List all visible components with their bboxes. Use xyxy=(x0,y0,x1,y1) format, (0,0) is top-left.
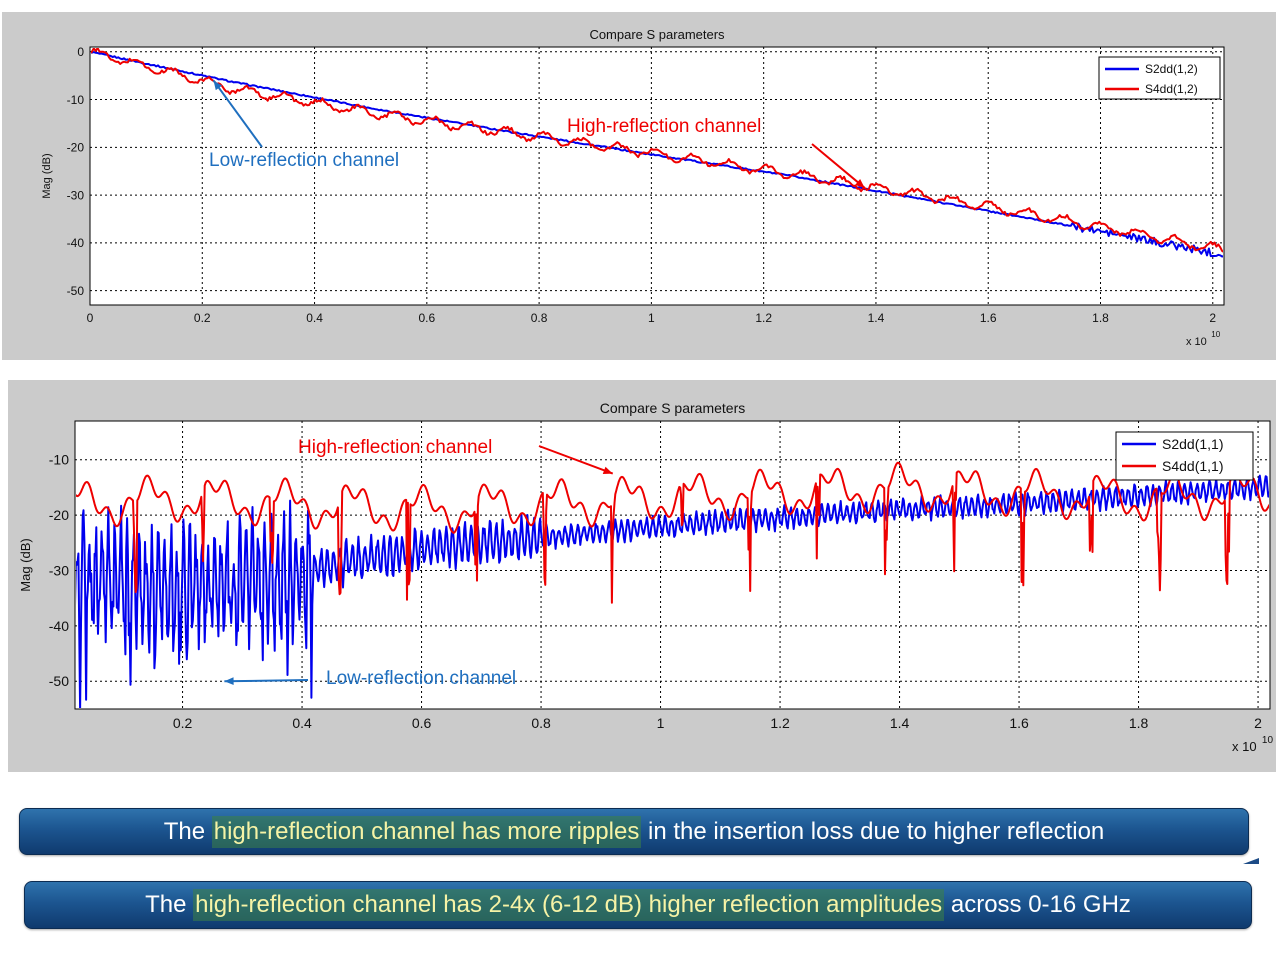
y-tick-label: -50 xyxy=(49,673,69,689)
series-group xyxy=(76,461,1269,708)
x-tick-label: 0.8 xyxy=(531,311,548,325)
annotation-label: High-reflection channel xyxy=(567,116,761,137)
summary-banner-ripples: The high-reflection channel has more rip… xyxy=(19,808,1249,855)
banner-text-pre: The xyxy=(145,891,194,918)
x-tick-label: 2 xyxy=(1254,715,1262,731)
y-axis-label: Mag (dB) xyxy=(18,538,33,591)
legend-label: S4dd(1,2) xyxy=(1145,82,1198,96)
chart-title: Compare S parameters xyxy=(589,27,725,42)
chart-panel-return-loss: Compare S parameters 0.2 0.4 0.6 0.8 1 1.2 1.4 1… xyxy=(8,380,1276,772)
banner-text-post: across 0-16 GHz xyxy=(944,891,1131,918)
decorative-corner xyxy=(1243,858,1259,864)
x-tick-label: 0.8 xyxy=(531,715,551,731)
chart-insertion-loss: Compare S parameters 0 0.2 0.4 0.6 0.8 1 1.2 1.4… xyxy=(41,27,1225,348)
y-tick-label: 0 xyxy=(77,45,84,59)
banner-text-pre: The xyxy=(163,817,212,845)
x-tick-label: 0 xyxy=(87,311,94,325)
annotation-label: Low-reflection channel xyxy=(326,668,516,689)
series-line-0 xyxy=(91,50,1223,258)
x-tick-label: 1.8 xyxy=(1129,715,1149,731)
x-tick-label: 1.4 xyxy=(890,715,910,731)
x-tick-label: 1.8 xyxy=(1092,311,1109,325)
x-exponent-label: x 10 xyxy=(1186,336,1207,348)
annotation-arrow-line xyxy=(538,445,614,475)
x-tick-label: 1.4 xyxy=(868,311,885,325)
x-tick-label: 0.4 xyxy=(292,715,312,731)
x-tick-label: 1 xyxy=(657,715,665,731)
y-tick-label: -20 xyxy=(67,141,85,155)
legend-box xyxy=(1115,431,1254,481)
x-exponent-label: x 10 xyxy=(1232,739,1257,754)
x-tick-label: 1.2 xyxy=(755,311,772,325)
series-line-0 xyxy=(76,474,1269,708)
legend-label: S2dd(1,1) xyxy=(1162,436,1223,452)
y-tick-label: -10 xyxy=(67,93,85,107)
x-tick-label: 0.2 xyxy=(173,715,193,731)
annotation-arrow-head xyxy=(224,677,234,686)
annotation-arrow-head xyxy=(855,179,865,188)
x-tick-label: 1.6 xyxy=(1009,715,1029,731)
annotation-label: High-reflection channel xyxy=(298,437,492,458)
y-tick-label: -30 xyxy=(49,562,69,578)
y-tick-label: -20 xyxy=(49,507,69,523)
x-tick-label: 2 xyxy=(1209,311,1216,325)
banner-text-post: in the insertion loss due to higher refl… xyxy=(641,817,1105,845)
x-tick-label: 0.6 xyxy=(412,715,432,731)
y-tick-label: -10 xyxy=(49,452,69,468)
banner-text-highlight: high-reflection channel has 2-4x (6-12 d… xyxy=(193,889,945,921)
x-tick-label: 1 xyxy=(648,311,655,325)
summary-banner-reflection: The high-reflection channel has 2-4x (6-… xyxy=(24,881,1252,929)
x-exponent-power: 10 xyxy=(1211,330,1220,339)
x-tick-label: 1.6 xyxy=(980,311,997,325)
annotation-arrow-head xyxy=(213,80,223,91)
legend-label: S4dd(1,1) xyxy=(1162,458,1223,474)
annotation-label: Low-reflection channel xyxy=(209,150,399,171)
y-tick-label: -30 xyxy=(67,188,85,202)
y-tick-label: -50 xyxy=(67,284,85,298)
legend-box xyxy=(1098,56,1221,100)
x-tick-label: 1.2 xyxy=(770,715,790,731)
x-tick-label: 0.6 xyxy=(418,311,435,325)
x-exponent-power: 10 xyxy=(1262,735,1274,746)
series-group xyxy=(91,48,1223,258)
x-tick-label: 0.2 xyxy=(194,311,211,325)
annotation-arrow-line xyxy=(212,79,263,148)
y-tick-label: -40 xyxy=(49,618,69,634)
y-axis-label: Mag (dB) xyxy=(41,153,53,198)
chart-panel-insertion-loss: Compare S parameters 0 0.2 0.4 0.6 0.8 1 1.2 1.4… xyxy=(2,12,1276,360)
plot-area xyxy=(74,420,1271,710)
chart-return-loss: Compare S parameters 0.2 0.4 0.6 0.8 1 1.2 1.4 1… xyxy=(18,400,1274,754)
legend-label: S2dd(1,2) xyxy=(1145,62,1198,76)
annotation-arrow-head xyxy=(602,466,613,475)
annotation-arrow-line xyxy=(811,143,866,189)
chart-title: Compare S parameters xyxy=(600,400,746,416)
x-tick-label: 0.4 xyxy=(306,311,323,325)
annotation-arrow-line xyxy=(224,679,309,683)
y-tick-label: -40 xyxy=(67,236,85,250)
series-line-1 xyxy=(76,461,1269,604)
series-line-1 xyxy=(91,48,1223,253)
banner-text-highlight: high-reflection channel has more ripples xyxy=(211,815,642,848)
